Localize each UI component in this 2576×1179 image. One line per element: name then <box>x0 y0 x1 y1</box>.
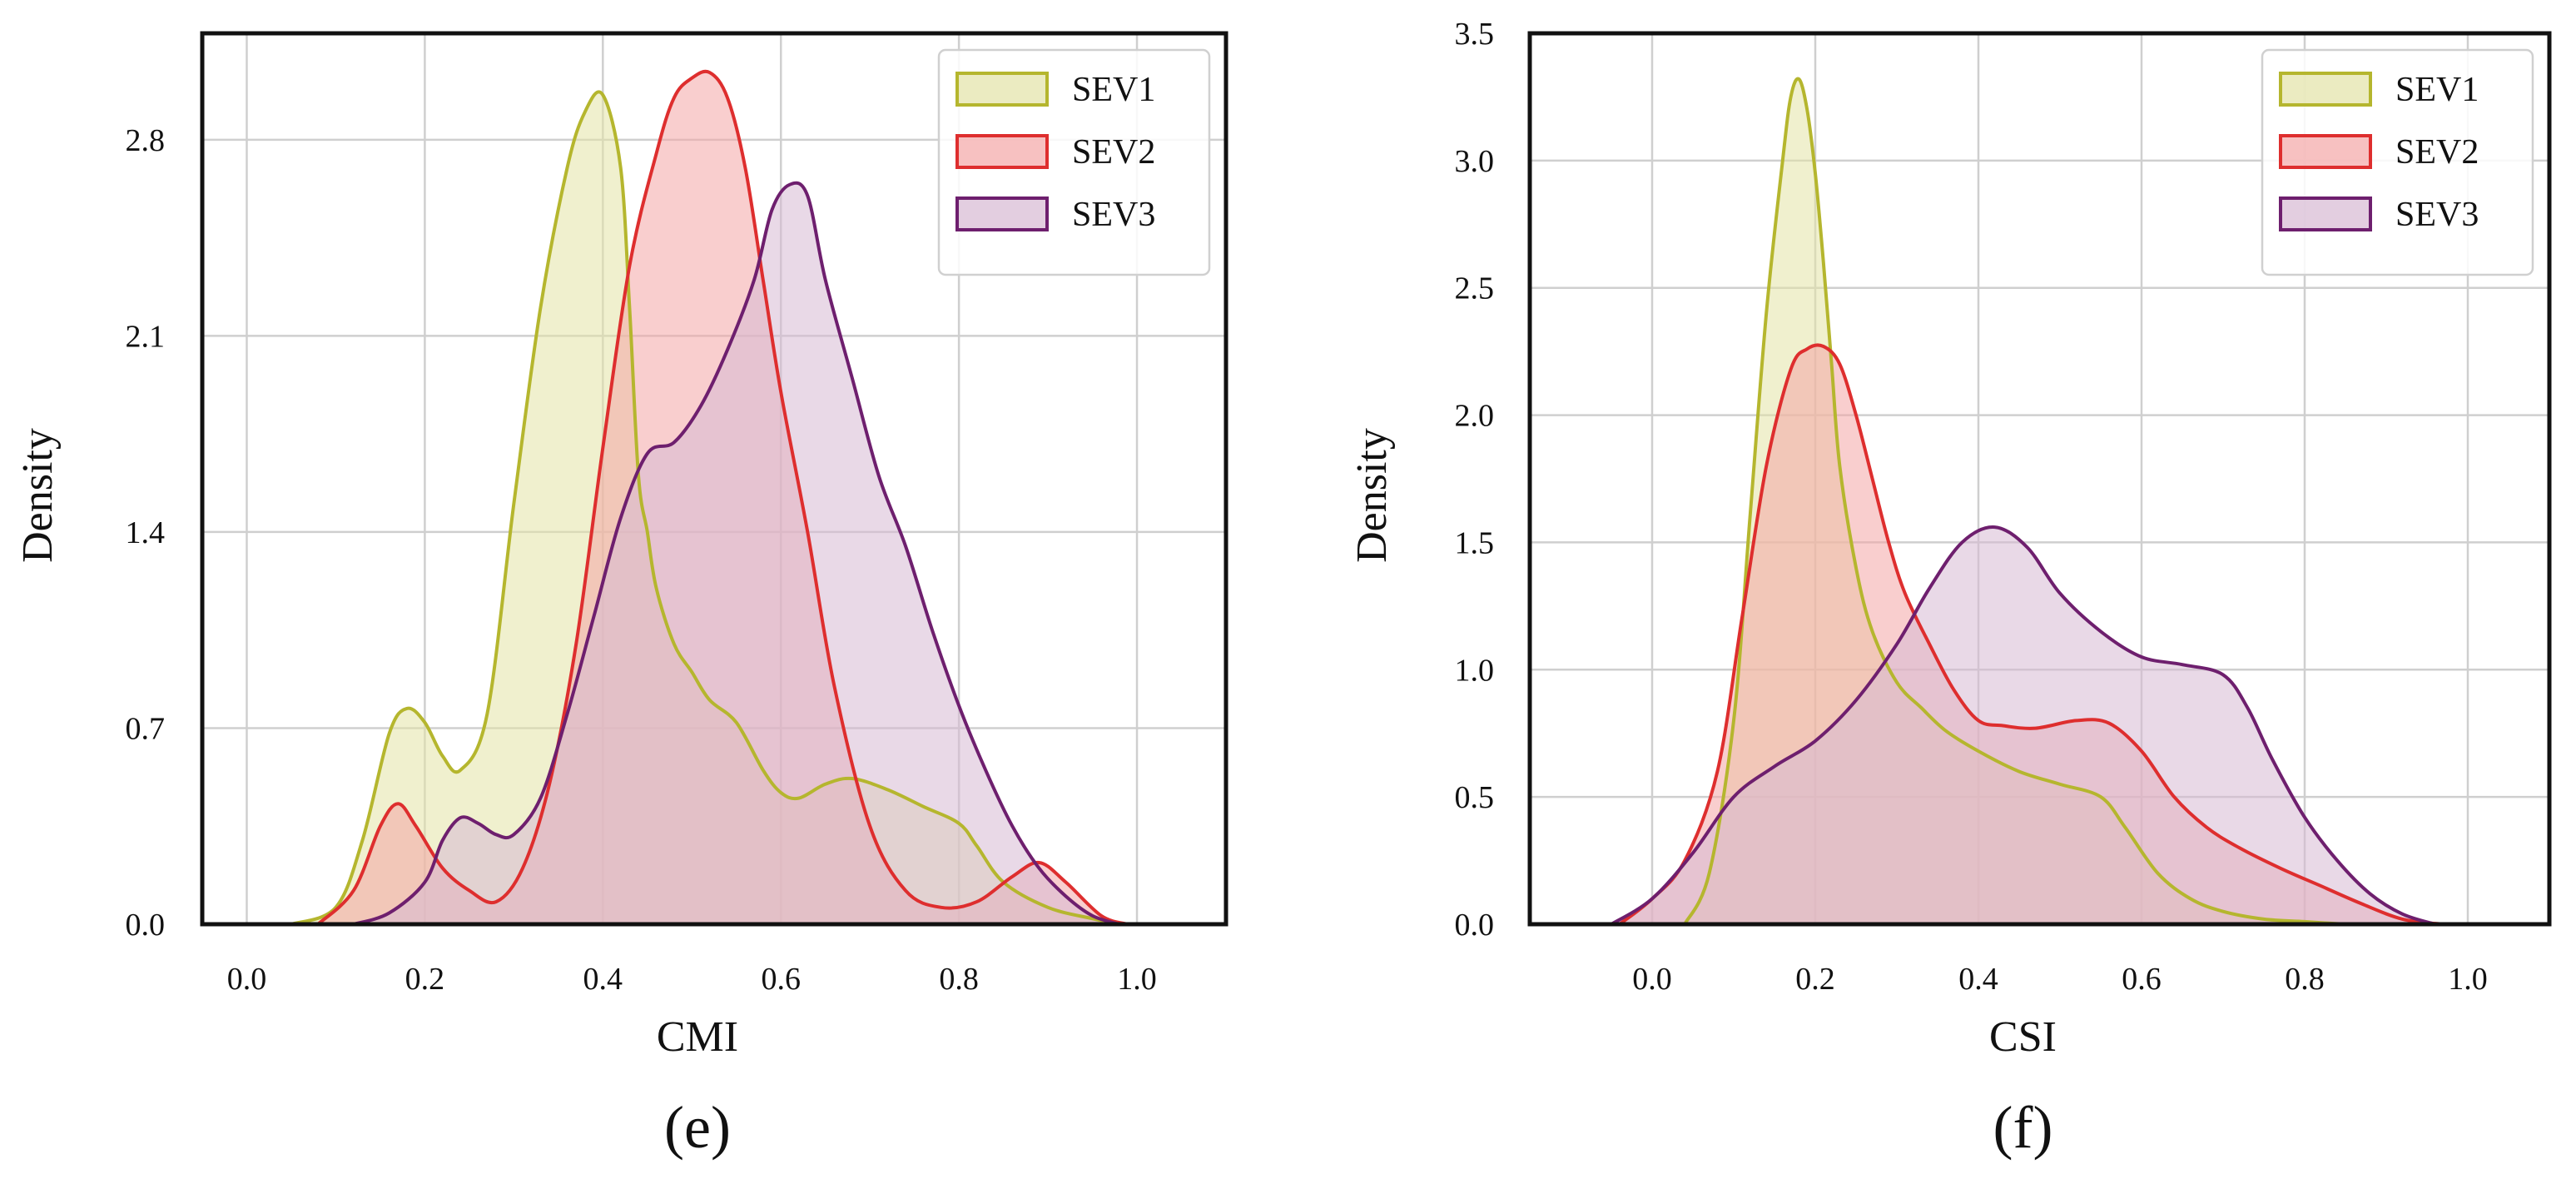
series-line-sev3 <box>1610 525 2436 926</box>
legend-swatch-sev2 <box>955 134 1049 169</box>
series-line-sev2 <box>316 69 1129 926</box>
legend: SEV1 SEV2 SEV3 <box>937 48 1211 276</box>
legend-label-sev3: SEV3 <box>1072 196 1155 234</box>
y-tick-label: 1.4 <box>126 515 166 550</box>
x-tick-label: 0.4 <box>1958 962 1998 997</box>
x-tick-label: 0.2 <box>1795 962 1835 997</box>
y-tick-label: 2.5 <box>1455 271 1495 306</box>
y-tick-label: 3.5 <box>1455 17 1495 52</box>
x-tick-label: 0.6 <box>761 962 801 997</box>
x-tick-label: 0.4 <box>583 962 623 997</box>
legend-label-sev3: SEV3 <box>2395 196 2479 234</box>
legend-label-sev1: SEV1 <box>1072 71 1155 109</box>
legend-swatch-sev3 <box>2279 196 2372 231</box>
series-area-sev3 <box>1611 527 2435 924</box>
chart-panel-f: 0.0 0.2 0.4 0.6 0.8 1.0 0.0 0.5 1.0 1.5 2.0 2.5 3.0 3… <box>1348 17 2552 1161</box>
panel-caption: (e) <box>664 1094 731 1161</box>
y-tick-label: 0.0 <box>126 908 166 943</box>
series-area-sev1 <box>291 92 1119 925</box>
y-tick-label: 3.0 <box>1455 144 1495 179</box>
y-axis-label: Density <box>14 428 62 563</box>
y-tick-label: 1.5 <box>1455 525 1495 560</box>
series-line-sev3 <box>353 181 1120 926</box>
x-tick-label: 0.8 <box>2285 962 2325 997</box>
legend-label-sev2: SEV2 <box>1072 133 1155 172</box>
series-area-sev3 <box>353 182 1119 924</box>
legend-swatch-sev1 <box>2279 72 2372 107</box>
x-tick-label: 1.0 <box>2448 962 2488 997</box>
x-tick-label: 0.2 <box>405 962 445 997</box>
y-tick-label: 0.0 <box>1455 908 1495 943</box>
x-tick-label: 0.0 <box>1632 962 1672 997</box>
y-tick-label: 1.0 <box>1455 653 1495 688</box>
legend: SEV1 SEV2 SEV3 <box>2261 48 2534 276</box>
legend-swatch-sev2 <box>2279 134 2372 169</box>
chart-panel-e: 0.0 0.2 0.4 0.6 0.8 1.0 0.0 0.7 1.4 2.1 2.8 CMI Dens… <box>14 31 1228 1161</box>
x-tick-label: 0.6 <box>2122 962 2162 997</box>
legend-label-sev2: SEV2 <box>2395 133 2479 172</box>
series-line-sev2 <box>1618 343 2444 926</box>
x-tick-label: 0.0 <box>227 962 267 997</box>
panel-caption: (f) <box>1993 1094 2053 1161</box>
legend-label-sev1: SEV1 <box>2395 71 2479 109</box>
x-tick-label: 0.8 <box>939 962 979 997</box>
series-line-sev1 <box>1683 77 2346 926</box>
x-axis-label: CSI <box>1989 1013 2057 1061</box>
y-tick-label: 2.1 <box>126 319 166 354</box>
plot-frame <box>200 31 1228 927</box>
series-line-sev1 <box>290 90 1120 926</box>
plot-frame <box>1527 31 2552 927</box>
y-axis-label: Density <box>1348 428 1396 563</box>
legend-swatch-sev3 <box>955 196 1049 231</box>
y-tick-label: 2.8 <box>126 123 166 158</box>
y-tick-label: 0.5 <box>1455 780 1495 815</box>
legend-swatch-sev1 <box>955 72 1049 107</box>
y-tick-label: 0.7 <box>126 711 166 746</box>
x-axis-label: CMI <box>657 1013 738 1061</box>
x-tick-label: 1.0 <box>1117 962 1157 997</box>
y-tick-label: 2.0 <box>1455 399 1495 434</box>
